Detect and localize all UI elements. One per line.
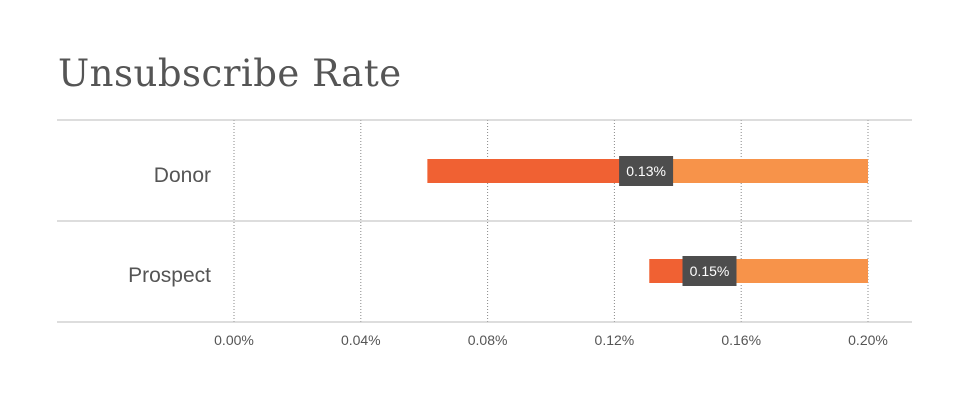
category-labels: Donor Prospect [128,164,211,287]
x-tick-labels: 0.00% 0.04% 0.08% 0.12% 0.16% 0.20% [214,332,888,348]
value-badge [682,256,737,286]
x-tick-label: 0.16% [721,332,761,348]
x-tick-label: 0.20% [848,332,888,348]
x-tick-label: 0.00% [214,332,254,348]
bars: 0.13% 0.15% [427,156,868,286]
category-label: Donor [154,164,211,187]
value-label: 0.13% [626,163,666,179]
grid-lines [233,120,869,322]
value-badge [619,156,674,186]
value-label: 0.15% [690,263,730,279]
row-dividers [57,119,912,323]
bar-high-segment [646,159,868,183]
chart-title: Unsubscribe Rate [58,52,402,95]
x-tick-label: 0.04% [341,332,381,348]
x-tick-label: 0.08% [468,332,508,348]
category-label: Prospect [128,264,211,287]
x-tick-label: 0.12% [595,332,635,348]
bar-low-segment [427,159,647,183]
